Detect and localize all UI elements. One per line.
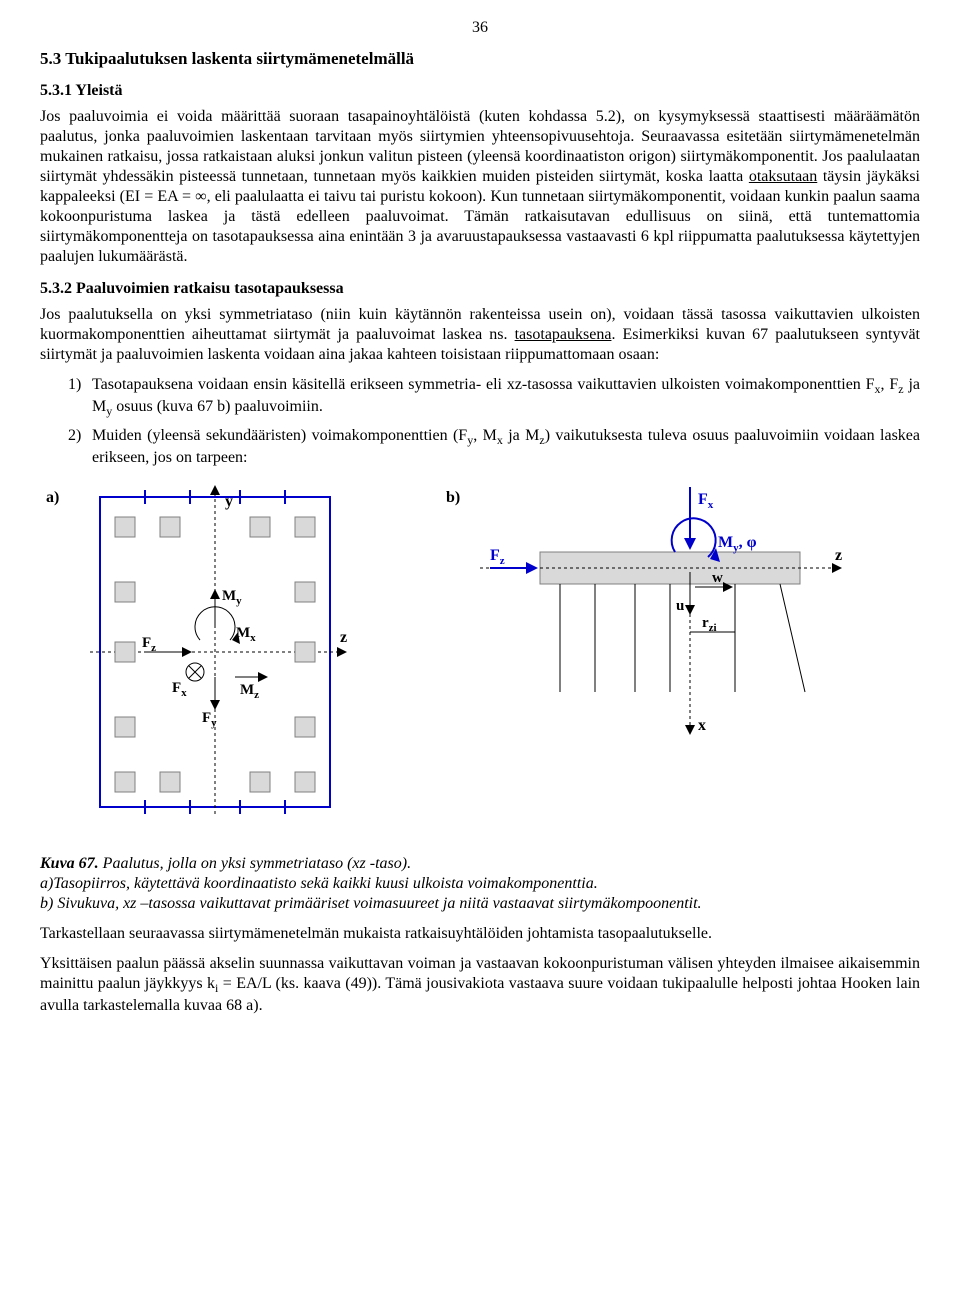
list-body: Muiden (yleensä sekundääristen) voimakom… (92, 426, 920, 468)
paragraph: Tarkastellaan seuraavassa siirtymämenete… (40, 924, 920, 944)
caption-lead: Kuva 67. (40, 855, 99, 872)
force-fz-label: Fz (142, 635, 156, 654)
rzi-label: rzi (702, 615, 717, 634)
list-marker: 2) (68, 426, 92, 468)
panel-label: a) (46, 489, 59, 506)
figure-row: a) y z (40, 482, 920, 828)
arrowhead-icon (684, 538, 696, 550)
panel-label: b) (446, 489, 460, 506)
page-number: 36 (40, 18, 920, 38)
arrowhead-icon (182, 647, 192, 657)
arrowhead-icon (337, 647, 347, 657)
arrowhead-icon (832, 563, 842, 573)
arrowhead-icon (210, 485, 220, 495)
ordered-list: 1) Tasotapauksena voidaan ensin käsitell… (40, 375, 920, 468)
text-run: Tasotapauksena voidaan ensin käsitellä e… (92, 376, 875, 393)
figure-panel-a: a) y z (40, 482, 400, 828)
pile-group (115, 517, 315, 792)
figure-panel-b: b) Fx z Fz My, φ u w (440, 482, 860, 788)
force-fz-label: Fz (490, 547, 505, 567)
list-marker: 1) (68, 375, 92, 419)
list-body: Tasotapauksena voidaan ensin käsitellä e… (92, 375, 920, 419)
arrowhead-icon (685, 725, 695, 735)
axis-label-z: z (340, 629, 347, 646)
diagram-plan-view: a) y z (40, 482, 400, 822)
caption-text: Paalutus, jolla on yksi symmetriataso (x… (99, 855, 411, 872)
text-run: ja M (503, 427, 540, 444)
moment-arc (672, 518, 716, 557)
paragraph: Jos paalutuksella on yksi symmetriataso … (40, 305, 920, 365)
paragraph: Yksittäisen paalun päässä akselin suunna… (40, 954, 920, 1016)
subsection-heading: 5.3.1 Yleistä (40, 81, 920, 101)
paragraph: Jos paaluvoimia ei voida määrittää suora… (40, 107, 920, 267)
text-run: osuus (kuva 67 b) paaluvoimiin. (112, 398, 323, 415)
list-item: 1) Tasotapauksena voidaan ensin käsitell… (68, 375, 920, 419)
force-fx-label: Fx (698, 491, 714, 511)
force-fx-label: Fx (172, 680, 187, 699)
axis-label-y: y (225, 493, 233, 510)
text-run: , M (473, 427, 497, 444)
arrowhead-icon (526, 562, 538, 574)
caption-text: b) Sivukuva, xz –tasossa vaikuttavat pri… (40, 895, 702, 912)
caption-text: a)Tasopiirros, käytettävä koordinaatisto… (40, 875, 598, 892)
moment-my-label: My (222, 588, 242, 607)
text-run: , F (881, 376, 899, 393)
figure-caption: Kuva 67. Paalutus, jolla on yksi symmetr… (40, 854, 920, 914)
underlined-word: tasotapauk­sena (515, 326, 612, 343)
moment-mz-label: Mz (240, 682, 259, 701)
w-label: w (712, 570, 723, 586)
text-run: Muiden (yleensä sekundääristen) voimakom… (92, 427, 467, 444)
section-heading: 5.3 Tukipaalutuksen laskenta siirtymämen… (40, 48, 920, 69)
u-label: u (676, 598, 684, 614)
subsection-heading: 5.3.2 Paaluvoimien ratkaisu tasotapaukse… (40, 279, 920, 299)
axis-label-x: x (698, 717, 706, 734)
force-fy-label: Fy (202, 710, 217, 729)
axis-label-z: z (835, 547, 842, 564)
arrowhead-icon (210, 589, 220, 599)
diagram-side-view: b) Fx z Fz My, φ u w (440, 482, 860, 782)
list-item: 2) Muiden (yleensä sekundääristen) voima… (68, 426, 920, 468)
underlined-word: otaksutaan (749, 168, 817, 185)
arrowhead-icon (258, 672, 268, 682)
arrowhead-icon (210, 700, 220, 710)
moment-my-label: My, φ (718, 534, 757, 554)
